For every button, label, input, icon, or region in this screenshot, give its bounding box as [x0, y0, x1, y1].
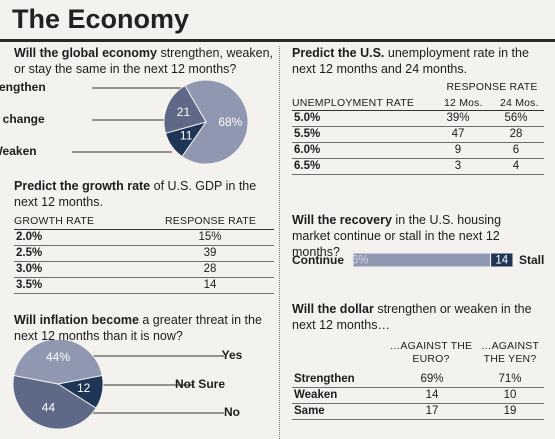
- question-bold: Predict the growth rate: [14, 179, 151, 193]
- table-row: [14, 262, 274, 278]
- table-cell: 71%: [498, 373, 522, 385]
- table-cell: 2.0%: [16, 231, 43, 243]
- value-label: 12: [77, 381, 91, 395]
- bar-segment: [490, 252, 514, 268]
- question-bold: Will inflation become: [14, 313, 139, 327]
- table-row: [292, 127, 544, 143]
- question: Predict the growth rate of U.S. GDP in t…: [14, 178, 276, 210]
- table-cell: 4: [512, 160, 520, 172]
- column-header: RESPONSE RATE: [165, 215, 257, 227]
- table-cell: 10: [503, 389, 517, 401]
- table-row: [292, 143, 544, 159]
- question-text: in the U.S. housing market continue or s…: [292, 213, 502, 259]
- table-row: [292, 372, 544, 388]
- table-cell: 9: [454, 144, 462, 156]
- table-row: [14, 278, 274, 294]
- table-cell: 3: [454, 160, 462, 172]
- category-label: Strengthen: [0, 80, 46, 94]
- bar-segment: [352, 252, 492, 268]
- pie-slice: [12, 374, 97, 430]
- question-bold: Predict the U.S.: [292, 46, 385, 60]
- table-cell: 3.5%: [16, 279, 43, 291]
- question: Predict the U.S. unemployment rate in th…: [292, 45, 542, 77]
- pie-slice: [13, 340, 103, 385]
- category-label: Yes: [222, 348, 243, 362]
- table-cell: 28: [203, 263, 217, 275]
- column-header: 12 Mos.: [444, 97, 483, 109]
- table-row: [14, 230, 274, 246]
- table-cell: 5.5%: [294, 128, 321, 140]
- table-cell: 56%: [504, 112, 528, 124]
- table-cell: Weaken: [294, 389, 338, 401]
- value-label: 11: [180, 128, 193, 142]
- table-row: [292, 159, 544, 175]
- bar-label: Stall: [519, 253, 545, 267]
- bar-chart: 86% 14: [352, 252, 514, 268]
- header-rule: [292, 110, 544, 111]
- table-cell: 69%: [420, 373, 444, 385]
- column-header: …AGAINST THE YEN?: [480, 340, 540, 365]
- table-cell: 47: [451, 128, 465, 140]
- value-label: 86%: [352, 255, 369, 267]
- table-cell: 6.0%: [294, 144, 321, 156]
- table-cell: 14: [203, 279, 217, 291]
- pie-slice: [163, 84, 207, 134]
- question-bold: Will the recovery: [292, 213, 392, 227]
- column-divider: [279, 46, 280, 439]
- question-bold: Will the global economy: [14, 46, 157, 60]
- table-cell: Strengthen: [294, 373, 355, 385]
- table-cell: 39%: [446, 112, 470, 124]
- value-label: 14: [495, 255, 508, 267]
- page-title: The Economy: [12, 4, 190, 34]
- table-cell: 19: [503, 405, 517, 417]
- table-cell: 5.0%: [294, 112, 321, 124]
- category-label: Not Sure: [175, 377, 225, 391]
- pie-slice: [181, 79, 249, 165]
- table-row: [292, 388, 544, 404]
- category-label: No: [224, 405, 240, 419]
- table-cell: 17: [425, 405, 439, 417]
- pie-chart: 68% Strengthen 11 Weaken 21 No change: [0, 79, 249, 165]
- question-text: strengthen, weaken, or stay the same in …: [14, 46, 274, 76]
- pie-chart: 44% Yes 12 Not Sure 44 No: [12, 340, 243, 430]
- category-label: No change: [0, 112, 45, 126]
- group-header: RESPONSE RATE: [446, 81, 538, 93]
- category-label: Weaken: [0, 144, 37, 158]
- table-cell: Same: [294, 405, 325, 417]
- column-header: …AGAINST THE EURO?: [389, 340, 473, 365]
- table-cell: 14: [425, 389, 439, 401]
- table-cell: 39: [203, 247, 217, 259]
- question-bold: Will the dollar: [292, 302, 374, 316]
- question-text: unemployment rate in the next 12 months …: [292, 46, 529, 76]
- value-label: 68%: [218, 115, 242, 129]
- column-header: UNEMPLOYMENT RATE: [292, 97, 415, 109]
- value-label: 44%: [46, 350, 70, 364]
- table-cell: 15%: [198, 231, 222, 243]
- table-cell: 28: [509, 128, 523, 140]
- table-cell: 2.5%: [16, 247, 43, 259]
- question: Will the recovery in the U.S. housing ma…: [292, 212, 542, 260]
- value-label: 44: [42, 400, 56, 414]
- table-row: [292, 111, 544, 127]
- column-header: 24 Mos.: [500, 97, 539, 109]
- question: Will the dollar strengthen or weaken in …: [292, 301, 542, 333]
- question: Will the global economy strengthen, weak…: [14, 45, 276, 77]
- title-rule: [0, 39, 555, 42]
- question-text: strengthen or weaken in the next 12 mont…: [292, 302, 532, 332]
- table-row: [14, 246, 274, 262]
- table-cell: 6.5%: [294, 160, 321, 172]
- table-cell: 6: [512, 144, 520, 156]
- column-header: GROWTH RATE: [14, 215, 95, 227]
- value-label: 21: [177, 105, 191, 119]
- bar-label: Continue: [292, 253, 344, 267]
- header-rule: [14, 229, 274, 230]
- question-text: of U.S. GDP in the next 12 months.: [14, 179, 257, 209]
- table-cell: 3.0%: [16, 263, 43, 275]
- table-row: [292, 404, 544, 420]
